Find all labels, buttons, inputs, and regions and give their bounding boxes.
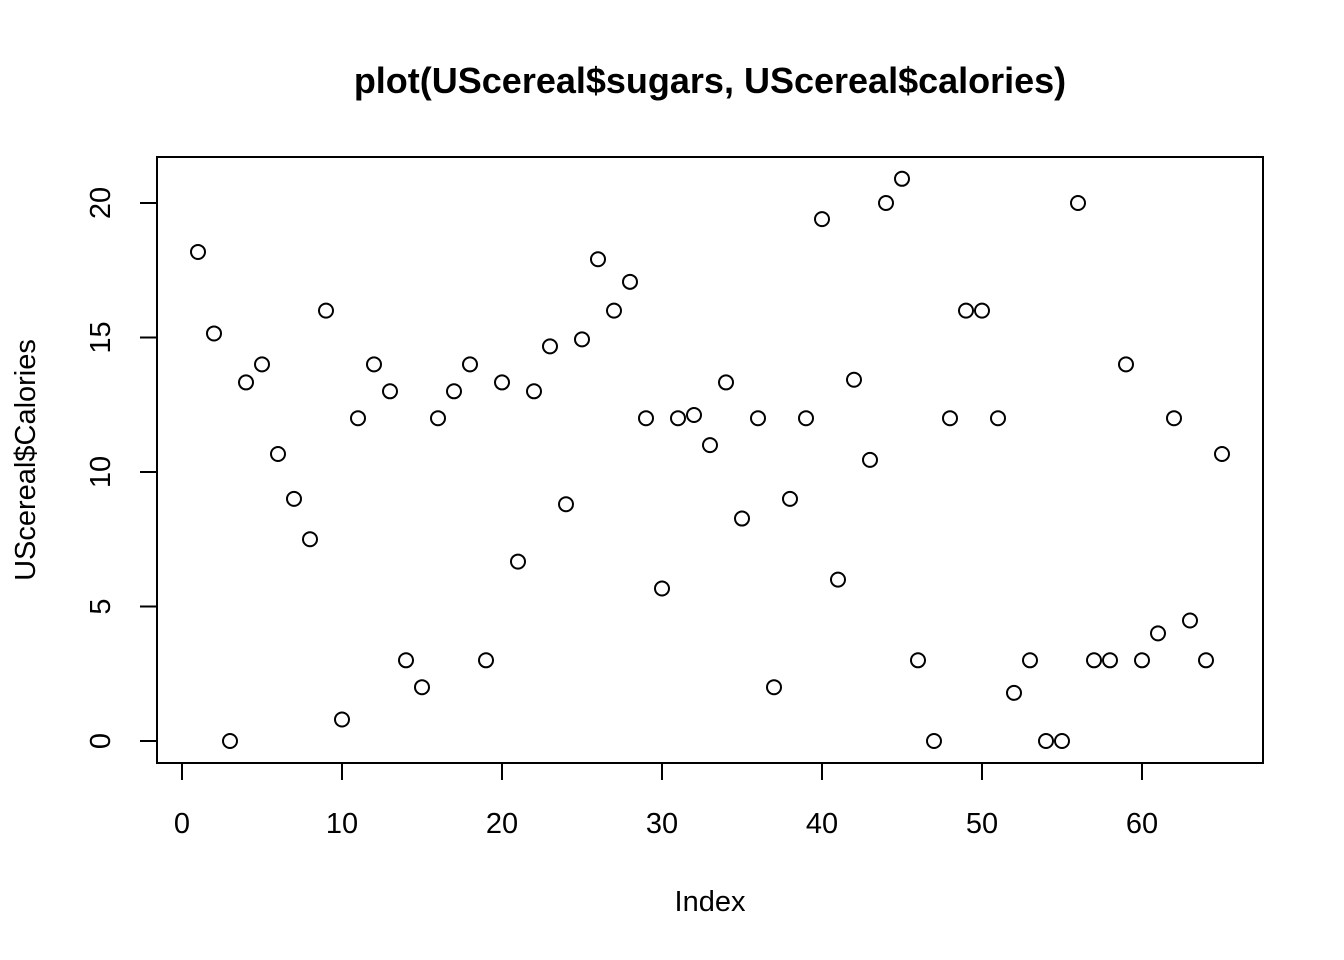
data-point (622, 273, 638, 290)
x-axis: 0 10 20 30 40 50 60 (174, 762, 1158, 840)
data-point (558, 496, 574, 513)
x-axis-title: Index (675, 886, 746, 918)
data-point (462, 356, 478, 373)
data-point (398, 652, 414, 669)
data-point (1118, 356, 1134, 373)
data-point (446, 383, 462, 400)
data-point (1006, 684, 1022, 701)
data-point (638, 410, 654, 427)
data-point (1134, 652, 1150, 669)
data-point (1198, 652, 1214, 669)
data-point (654, 580, 670, 597)
data-point (318, 302, 334, 319)
y-tick-label: 0 (85, 733, 117, 749)
data-point (718, 374, 734, 391)
data-point (238, 374, 254, 391)
data-point (910, 652, 926, 669)
y-axis-title: UScereal$Calories (10, 339, 42, 581)
data-point (206, 325, 222, 342)
data-point (734, 510, 750, 527)
data-point (574, 331, 590, 348)
data-point (750, 410, 766, 427)
data-point (526, 383, 542, 400)
data-point (382, 383, 398, 400)
data-point (830, 571, 846, 588)
data-point (222, 733, 238, 749)
data-point (286, 490, 302, 507)
y-tick-label: 10 (85, 456, 117, 488)
data-point (766, 679, 782, 696)
data-point (414, 679, 430, 696)
data-point (670, 410, 686, 427)
x-tick-label: 50 (966, 808, 998, 840)
data-point (798, 410, 814, 427)
data-point (1102, 652, 1118, 669)
data-point (814, 211, 830, 228)
data-point (270, 445, 286, 462)
data-point (1182, 612, 1198, 629)
data-point (1038, 733, 1054, 749)
data-point (302, 531, 318, 548)
x-tick-label: 60 (1126, 808, 1158, 840)
data-point (702, 437, 718, 454)
data-point (846, 371, 862, 388)
data-point (350, 410, 366, 427)
data-point (862, 451, 878, 468)
plot-frame (156, 156, 1264, 764)
data-point (1166, 410, 1182, 427)
y-tick-label: 15 (85, 321, 117, 353)
data-point (990, 410, 1006, 427)
data-point (254, 356, 270, 373)
x-tick-label: 20 (486, 808, 518, 840)
data-point (542, 338, 558, 355)
data-point (1214, 445, 1230, 462)
y-tick-label: 5 (85, 598, 117, 614)
x-tick-label: 40 (806, 808, 838, 840)
y-axis: 0 5 10 15 20 (85, 187, 158, 749)
data-points (190, 170, 1230, 749)
data-point (190, 243, 206, 260)
x-tick-label: 10 (326, 808, 358, 840)
data-point (926, 733, 942, 749)
y-tick-label: 20 (85, 187, 117, 219)
x-tick-label: 30 (646, 808, 678, 840)
data-point (686, 406, 702, 423)
data-point (1054, 733, 1070, 749)
data-point (494, 374, 510, 391)
data-point (1022, 652, 1038, 669)
chart-title: plot(UScereal$sugars, UScereal$calories) (354, 60, 1066, 101)
data-point (942, 410, 958, 427)
data-point (478, 652, 494, 669)
data-point (1070, 195, 1086, 211)
data-point (894, 170, 910, 187)
data-point (878, 195, 894, 211)
data-point (958, 302, 974, 319)
x-tick-label: 0 (174, 808, 190, 840)
data-point (430, 410, 446, 427)
data-point (334, 711, 350, 728)
data-point (590, 251, 606, 268)
data-point (974, 302, 990, 319)
data-point (510, 553, 526, 570)
data-point (606, 302, 622, 319)
data-point (1086, 652, 1102, 669)
data-point (1150, 625, 1166, 642)
data-point (782, 490, 798, 507)
data-point (366, 356, 382, 373)
